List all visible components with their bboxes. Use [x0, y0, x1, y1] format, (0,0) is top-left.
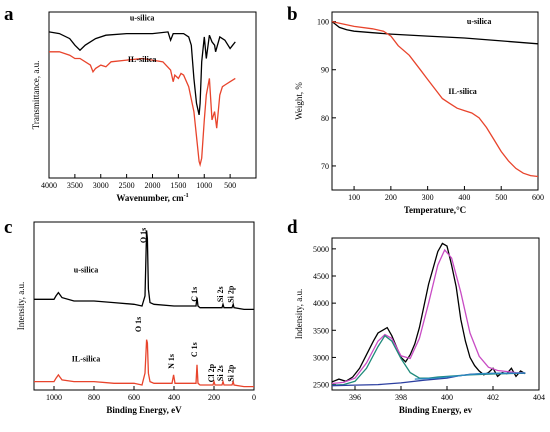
- annotation-label: O 1s: [139, 228, 148, 243]
- x-tick-label: 1500: [170, 181, 186, 190]
- y-tick-label: 90: [321, 66, 329, 75]
- x-tick-label: 2500: [119, 181, 135, 190]
- x-axis-title-sup: -1: [184, 193, 189, 199]
- x-tick-label: 400: [441, 393, 453, 402]
- y-tick-label: 5000: [313, 245, 329, 254]
- panel-letter-b: b: [287, 4, 298, 25]
- x-tick-label: 600: [128, 393, 140, 402]
- y-axis-title: Indensity, a.u.: [294, 289, 304, 339]
- y-tick-label: 80: [321, 114, 329, 123]
- series-line-u-silica: [332, 21, 538, 45]
- x-axis-title: Binding Energy, ev: [399, 405, 473, 415]
- x-tick-label: 200: [208, 393, 220, 402]
- x-tick-label: 3500: [67, 181, 83, 190]
- annotation-label: IL-silica: [448, 87, 476, 96]
- annotation-label: IL-silica: [72, 354, 100, 363]
- x-tick-label: 396: [349, 393, 361, 402]
- annotation-label: N 1s: [167, 354, 176, 369]
- x-axis-title: Temperature,°C: [404, 205, 466, 215]
- series-line-curve-3: [332, 334, 526, 386]
- series-line-u-silica: [49, 31, 236, 116]
- x-tick-label: 1000: [46, 393, 62, 402]
- x-tick-label: 402: [487, 393, 499, 402]
- series-line-curve-2: [332, 248, 526, 385]
- annotation-label: u-silica: [130, 13, 154, 22]
- x-tick-label: 800: [88, 393, 100, 402]
- plot-frame: [48, 11, 257, 179]
- annotation-label: IL-silica: [128, 55, 156, 64]
- x-tick-label: 600: [532, 193, 544, 202]
- y-axis-title: Transmittance, a.u.: [31, 61, 41, 130]
- panel-c-chart: 1000 800 600 400 200 0 Binding Energy, eV Inten…: [16, 221, 256, 415]
- x-tick-label: 1000: [196, 181, 212, 190]
- annotation-label: Si 2s: [216, 365, 225, 381]
- x-tick-label: 398: [395, 393, 407, 402]
- y-tick-label: 4000: [313, 299, 329, 308]
- x-axis-title-unit: °C: [456, 205, 466, 215]
- y-tick-label: 4500: [313, 272, 329, 281]
- series-line-curve-1: [332, 242, 526, 383]
- panel-letter-c: c: [4, 217, 12, 238]
- x-tick-label: 500: [224, 181, 236, 190]
- y-axis-title: Intensity, a.u.: [16, 282, 26, 330]
- x-tick-label: 200: [385, 193, 397, 202]
- y-tick-label: 3500: [313, 326, 329, 335]
- y-tick-label: 2500: [313, 381, 329, 390]
- x-axis-title: Binding Energy, eV: [106, 405, 182, 415]
- annotation-label: Cl 2p: [207, 363, 216, 382]
- panel-letter-a: a: [4, 4, 14, 25]
- series-line-il-silica: [34, 339, 254, 388]
- x-axis-title: Wavenumber, cm-1: [116, 193, 188, 203]
- annotation-label: u-silica: [74, 265, 98, 274]
- series-line-curve-5: [414, 372, 526, 380]
- y-tick-label: 3000: [313, 353, 329, 362]
- x-tick-label: 400: [458, 193, 470, 202]
- x-tick-label: 500: [495, 193, 507, 202]
- x-tick-label: 400: [168, 393, 180, 402]
- plot-frame: [331, 11, 539, 191]
- annotation-label: Si 2p: [227, 364, 236, 382]
- x-tick-label: 0: [252, 393, 256, 402]
- series-line-u-silica: [34, 230, 254, 311]
- panel-a-chart: 4000 3500 3000 2500 2000 1500 1000 500 Wavenumbe…: [31, 11, 257, 203]
- plot-frame: [331, 237, 540, 391]
- x-tick-label: 300: [422, 193, 434, 202]
- y-tick-label: 100: [317, 18, 329, 27]
- annotation-label: u-silica: [467, 17, 491, 26]
- y-axis-title: Weight, %: [294, 82, 304, 120]
- annotation-label: Si 2p: [227, 285, 236, 303]
- plot-frame: [33, 221, 255, 391]
- x-tick-label: 2000: [145, 181, 161, 190]
- series-line-il-silica: [49, 51, 236, 168]
- x-tick-label: 100: [348, 193, 360, 202]
- x-tick-label: 3000: [93, 181, 109, 190]
- x-tick-label: 4000: [41, 181, 57, 190]
- annotation-label: O 1s: [134, 317, 143, 332]
- annotation-label: Si 2s: [216, 286, 225, 302]
- x-tick-label: 404: [533, 393, 545, 402]
- panel-d-chart: 396 398 400 402 404 2500 3000 3500 4000 4500 5000 B…: [294, 237, 545, 415]
- annotation-label: C 1s: [190, 342, 199, 357]
- panel-b-chart: 100 200 300 400 500 600 70 80 90 100 Temperature,°…: [294, 11, 544, 215]
- y-tick-label: 70: [321, 162, 329, 171]
- series-line-il-silica: [332, 20, 538, 178]
- annotation-label: C 1s: [190, 287, 199, 302]
- panel-letter-d: d: [287, 217, 298, 238]
